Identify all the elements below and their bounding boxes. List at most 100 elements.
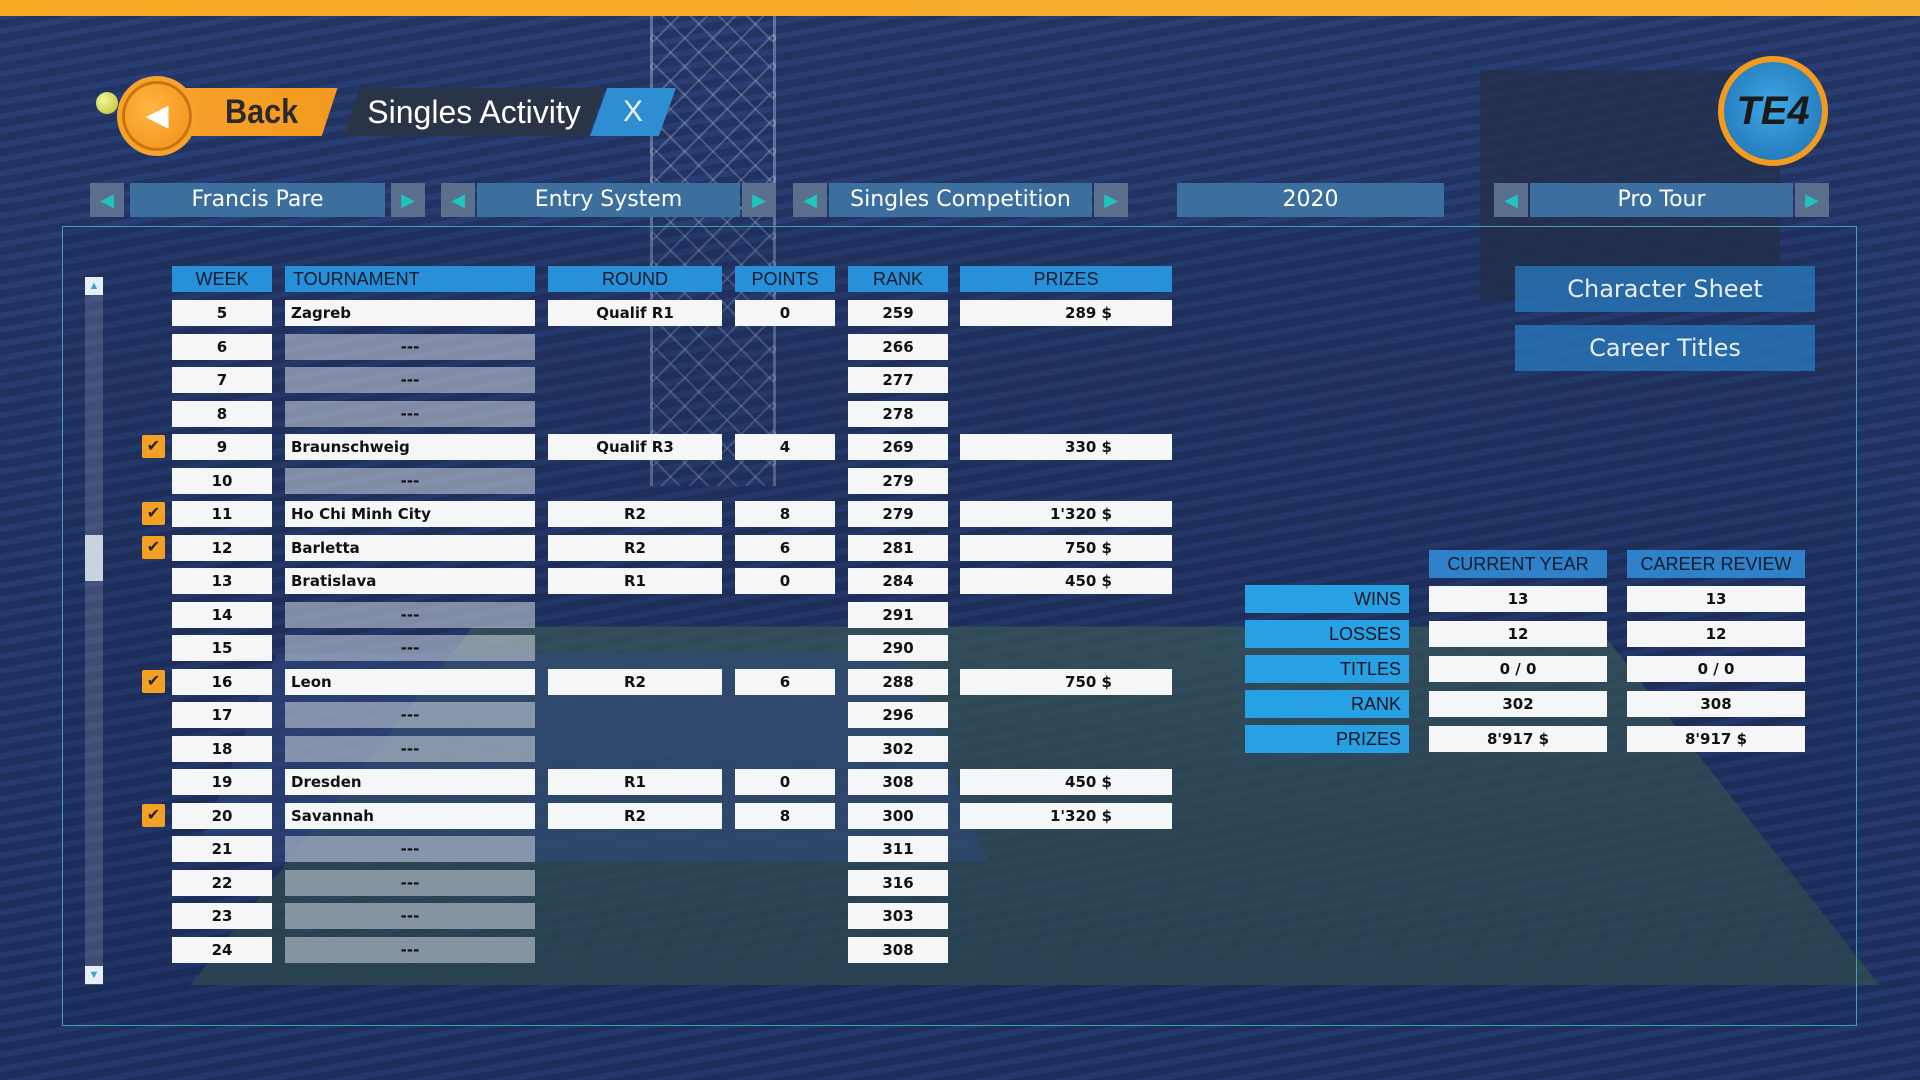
table-cell-week: 7 [172, 367, 272, 393]
table-cell-week: 10 [172, 468, 272, 494]
table-cell-tournament: --- [285, 836, 535, 862]
row-checkmark-icon: ✔ [142, 536, 165, 559]
back-button[interactable]: Back [180, 88, 338, 136]
table-cell-points: 0 [735, 568, 835, 594]
table-cell-prizes: 1'320 $ [960, 803, 1172, 829]
table-cell-tournament: --- [285, 367, 535, 393]
table-cell-tournament: --- [285, 602, 535, 628]
stat-current-titles: 0 / 0 [1429, 656, 1607, 682]
column-header-prizes: PRIZES [960, 266, 1172, 292]
year-selector: 2020 [1177, 183, 1444, 217]
table-cell-tournament: Leon [285, 669, 535, 695]
table-cell-rank: 281 [848, 535, 948, 561]
table-cell-points: 0 [735, 300, 835, 326]
scroll-down-arrow-icon[interactable]: ▼ [85, 966, 103, 984]
entry-prev-arrow-icon[interactable]: ◀ [441, 183, 475, 217]
competition-next-arrow-icon[interactable]: ▶ [1094, 183, 1128, 217]
table-cell-prizes: 330 $ [960, 434, 1172, 460]
table-cell-tournament: --- [285, 635, 535, 661]
entry-selector: ◀ Entry System ▶ [441, 183, 776, 217]
tour-prev-arrow-icon[interactable]: ◀ [1494, 183, 1528, 217]
table-cell-rank: 288 [848, 669, 948, 695]
column-header-week: WEEK [172, 266, 272, 292]
table-cell-week: 16 [172, 669, 272, 695]
table-cell-tournament: --- [285, 401, 535, 427]
table-cell-week: 20 [172, 803, 272, 829]
game-logo: TE4 [1718, 56, 1828, 166]
stats-header-career-review: CAREER REVIEW [1627, 550, 1805, 578]
stat-current-prizes: 8'917 $ [1429, 726, 1607, 752]
entry-next-arrow-icon[interactable]: ▶ [742, 183, 776, 217]
table-cell-week: 22 [172, 870, 272, 896]
career-titles-button[interactable]: Career Titles [1515, 325, 1815, 371]
table-cell-rank: 284 [848, 568, 948, 594]
table-cell-tournament: Savannah [285, 803, 535, 829]
table-cell-round: R1 [548, 769, 722, 795]
stat-label-losses: LOSSES [1245, 620, 1409, 648]
column-header-round: ROUND [548, 266, 722, 292]
table-cell-rank: 279 [848, 501, 948, 527]
character-sheet-button[interactable]: Character Sheet [1515, 266, 1815, 312]
player-prev-arrow-icon[interactable]: ◀ [90, 183, 124, 217]
table-cell-week: 18 [172, 736, 272, 762]
column-header-rank: RANK [848, 266, 948, 292]
competition-prev-arrow-icon[interactable]: ◀ [793, 183, 827, 217]
year-selector-label[interactable]: 2020 [1177, 183, 1444, 217]
table-cell-points: 8 [735, 803, 835, 829]
table-cell-points: 0 [735, 769, 835, 795]
table-cell-week: 6 [172, 334, 272, 360]
table-cell-week: 23 [172, 903, 272, 929]
tour-next-arrow-icon[interactable]: ▶ [1795, 183, 1829, 217]
stat-label-rank: RANK [1245, 690, 1409, 718]
stat-current-losses: 12 [1429, 621, 1607, 647]
table-cell-week: 19 [172, 769, 272, 795]
table-cell-prizes: 1'320 $ [960, 501, 1172, 527]
row-checkmark-icon: ✔ [142, 804, 165, 827]
scrollbar-thumb[interactable] [85, 535, 103, 581]
table-cell-points: 6 [735, 669, 835, 695]
table-cell-rank: 308 [848, 769, 948, 795]
table-cell-tournament: --- [285, 937, 535, 963]
table-cell-rank: 277 [848, 367, 948, 393]
stat-career-wins: 13 [1627, 586, 1805, 612]
table-cell-rank: 316 [848, 870, 948, 896]
table-cell-rank: 291 [848, 602, 948, 628]
scroll-up-arrow-icon[interactable]: ▲ [85, 277, 103, 295]
table-cell-prizes: 289 $ [960, 300, 1172, 326]
column-header-points: POINTS [735, 266, 835, 292]
table-cell-rank: 308 [848, 937, 948, 963]
table-cell-round: Qualif R3 [548, 434, 722, 460]
stat-career-losses: 12 [1627, 621, 1805, 647]
table-cell-tournament: --- [285, 870, 535, 896]
table-cell-week: 21 [172, 836, 272, 862]
back-arrow-icon[interactable]: ◀ [117, 76, 197, 156]
stats-header-current-year: CURRENT YEAR [1429, 550, 1607, 578]
table-cell-points: 6 [735, 535, 835, 561]
table-cell-rank: 296 [848, 702, 948, 728]
table-cell-tournament: Zagreb [285, 300, 535, 326]
table-cell-week: 17 [172, 702, 272, 728]
table-cell-tournament: Barletta [285, 535, 535, 561]
stat-label-prizes: PRIZES [1245, 725, 1409, 753]
top-accent-bar [0, 0, 1920, 16]
table-cell-tournament: Ho Chi Minh City [285, 501, 535, 527]
table-cell-round: R1 [548, 568, 722, 594]
entry-selector-label: Entry System [477, 183, 740, 217]
table-cell-rank: 303 [848, 903, 948, 929]
table-cell-points: 4 [735, 434, 835, 460]
stat-label-titles: TITLES [1245, 655, 1409, 683]
row-checkmark-icon: ✔ [142, 670, 165, 693]
table-cell-tournament: --- [285, 334, 535, 360]
tennis-ball-icon [96, 92, 118, 114]
table-cell-prizes: 450 $ [960, 568, 1172, 594]
table-cell-rank: 278 [848, 401, 948, 427]
table-cell-week: 15 [172, 635, 272, 661]
column-header-tournament: TOURNAMENT [285, 266, 535, 292]
table-cell-prizes: 750 $ [960, 669, 1172, 695]
table-cell-week: 5 [172, 300, 272, 326]
table-cell-rank: 279 [848, 468, 948, 494]
player-next-arrow-icon[interactable]: ▶ [391, 183, 425, 217]
table-cell-round: R2 [548, 669, 722, 695]
scrollbar-track[interactable] [85, 277, 103, 985]
table-cell-prizes: 750 $ [960, 535, 1172, 561]
